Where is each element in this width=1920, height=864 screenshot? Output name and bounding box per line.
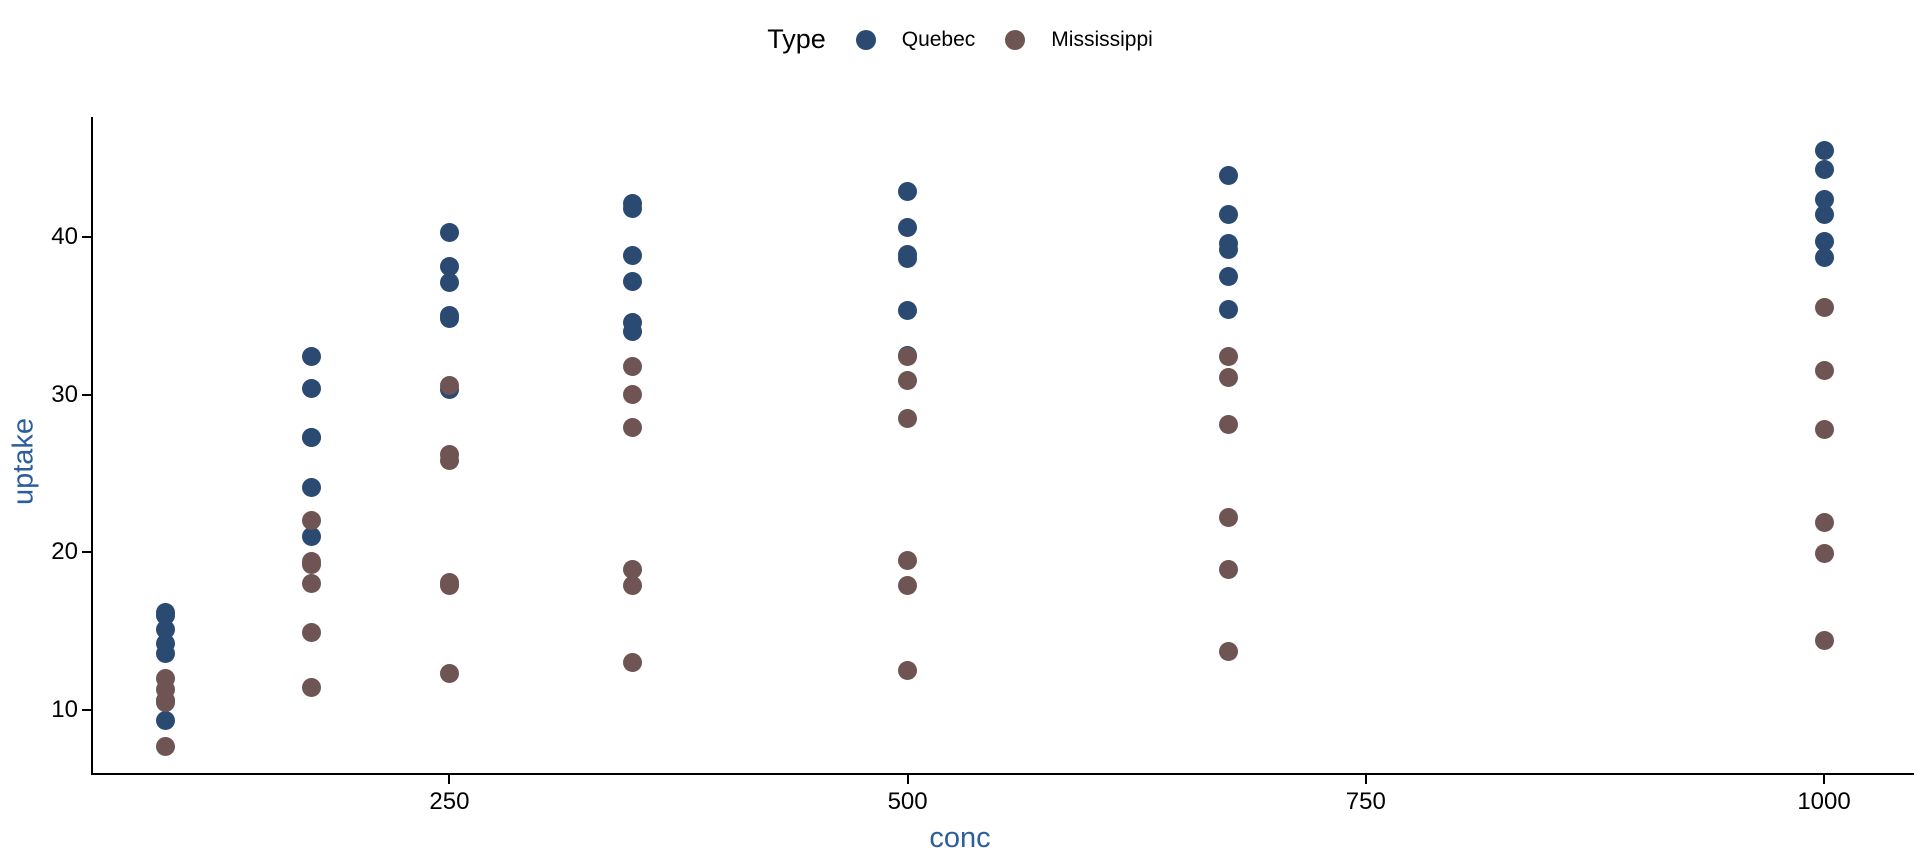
y-axis-line: [91, 117, 93, 775]
y-tick-label: 10: [51, 695, 78, 723]
data-point-quebec: [1814, 140, 1834, 160]
data-point-quebec: [898, 217, 918, 237]
data-point-mississippi: [155, 690, 175, 710]
data-point-mississippi: [302, 511, 322, 531]
data-point-quebec: [155, 711, 175, 731]
legend-label-mississippi: Mississippi: [1051, 27, 1153, 51]
x-tick-mark: [448, 775, 451, 784]
y-tick-label: 30: [51, 380, 78, 408]
data-point-quebec: [155, 620, 175, 639]
data-point-mississippi: [1814, 361, 1834, 381]
data-point-mississippi: [302, 678, 322, 698]
data-point-quebec: [1218, 205, 1238, 225]
legend: Type Quebec Mississippi: [0, 24, 1920, 55]
x-tick-label: 500: [887, 788, 928, 815]
x-tick-label: 250: [429, 788, 470, 815]
data-point-quebec: [1814, 189, 1834, 209]
data-point-quebec: [155, 634, 175, 654]
data-point-quebec: [1814, 159, 1834, 179]
data-point-mississippi: [439, 375, 459, 395]
y-tick-label: 40: [51, 222, 78, 250]
quebec-legend-dot-icon: [855, 29, 876, 50]
data-point-mississippi: [1814, 419, 1834, 439]
data-point-mississippi: [1218, 347, 1238, 367]
data-point-quebec: [439, 273, 459, 293]
data-point-mississippi: [898, 575, 918, 595]
data-point-quebec: [1814, 205, 1834, 225]
y-tick-label: 20: [51, 538, 78, 566]
legend-title: Type: [767, 24, 826, 54]
legend-item-mississippi: Mississippi: [1005, 28, 1153, 52]
y-tick-mark: [82, 393, 91, 396]
data-point-mississippi: [623, 653, 643, 673]
data-point-mississippi: [1814, 298, 1834, 318]
y-axis-title: uptake: [7, 417, 40, 506]
data-point-quebec: [302, 347, 322, 367]
data-point-mississippi: [898, 661, 918, 680]
data-point-mississippi: [1218, 508, 1238, 528]
data-point-mississippi: [302, 552, 322, 572]
legend-label-quebec: Quebec: [901, 27, 976, 51]
data-point-mississippi: [623, 418, 643, 438]
data-point-quebec: [623, 271, 643, 291]
data-point-mississippi: [623, 575, 643, 595]
data-point-mississippi: [623, 356, 643, 376]
data-point-quebec: [898, 301, 918, 321]
data-point-quebec: [1814, 232, 1834, 252]
data-point-quebec: [623, 194, 643, 214]
data-point-quebec: [439, 222, 459, 242]
data-point-quebec: [1218, 233, 1238, 253]
data-point-mississippi: [439, 451, 459, 471]
x-tick-label: 1000: [1797, 788, 1851, 815]
data-point-mississippi: [1814, 631, 1834, 651]
data-point-mississippi: [898, 408, 918, 428]
data-point-quebec: [623, 321, 643, 341]
data-point-quebec: [898, 181, 918, 201]
data-point-mississippi: [898, 347, 918, 367]
data-point-quebec: [1218, 266, 1238, 286]
data-point-mississippi: [302, 574, 322, 594]
x-axis-line: [91, 773, 1914, 775]
legend-item-quebec: Quebec: [855, 27, 976, 52]
data-point-mississippi: [1218, 367, 1238, 387]
data-point-quebec: [302, 427, 322, 447]
x-axis-title: conc: [929, 822, 991, 854]
data-point-quebec: [439, 257, 459, 277]
data-point-quebec: [302, 526, 322, 546]
data-point-mississippi: [623, 385, 643, 405]
x-tick-mark: [1364, 775, 1367, 784]
data-point-mississippi: [155, 736, 175, 756]
x-tick-label: 750: [1345, 788, 1386, 815]
data-point-mississippi: [439, 575, 459, 595]
data-point-mississippi: [1218, 560, 1238, 580]
data-point-mississippi: [898, 370, 918, 390]
data-point-quebec: [302, 478, 322, 498]
data-point-quebec: [1218, 299, 1238, 319]
data-point-mississippi: [1814, 512, 1834, 532]
data-point-quebec: [898, 244, 918, 264]
data-point-mississippi: [898, 550, 918, 570]
plot-panel: [92, 117, 1912, 773]
data-point-quebec: [623, 246, 643, 266]
data-point-mississippi: [623, 560, 643, 580]
data-point-mississippi: [439, 664, 459, 684]
data-point-mississippi: [1218, 415, 1238, 434]
data-point-quebec: [155, 602, 175, 622]
data-point-mississippi: [1814, 544, 1834, 564]
y-tick-mark: [82, 551, 91, 554]
data-point-mississippi: [302, 623, 322, 643]
y-tick-mark: [82, 708, 91, 711]
x-tick-mark: [906, 775, 909, 784]
y-tick-mark: [82, 235, 91, 238]
data-point-quebec: [302, 378, 322, 398]
mississippi-legend-dot-icon: [1005, 29, 1026, 50]
data-point-mississippi: [1218, 642, 1238, 662]
data-point-quebec: [1218, 165, 1238, 185]
data-point-quebec: [439, 306, 459, 326]
data-point-quebec: [1814, 247, 1834, 267]
x-tick-mark: [1823, 775, 1826, 784]
